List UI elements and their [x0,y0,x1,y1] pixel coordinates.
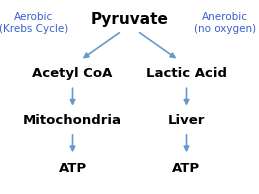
Text: Mitochondria: Mitochondria [23,114,122,127]
Text: Lactic Acid: Lactic Acid [146,67,227,80]
Text: ATP: ATP [172,162,200,175]
Text: ATP: ATP [59,162,87,175]
Text: Aerobic
(Krebs Cycle): Aerobic (Krebs Cycle) [0,12,68,34]
Text: Anerobic
(no oxygen): Anerobic (no oxygen) [194,12,256,34]
Text: Pyruvate: Pyruvate [91,12,168,27]
Text: Liver: Liver [168,114,205,127]
Text: Acetyl CoA: Acetyl CoA [32,67,113,80]
